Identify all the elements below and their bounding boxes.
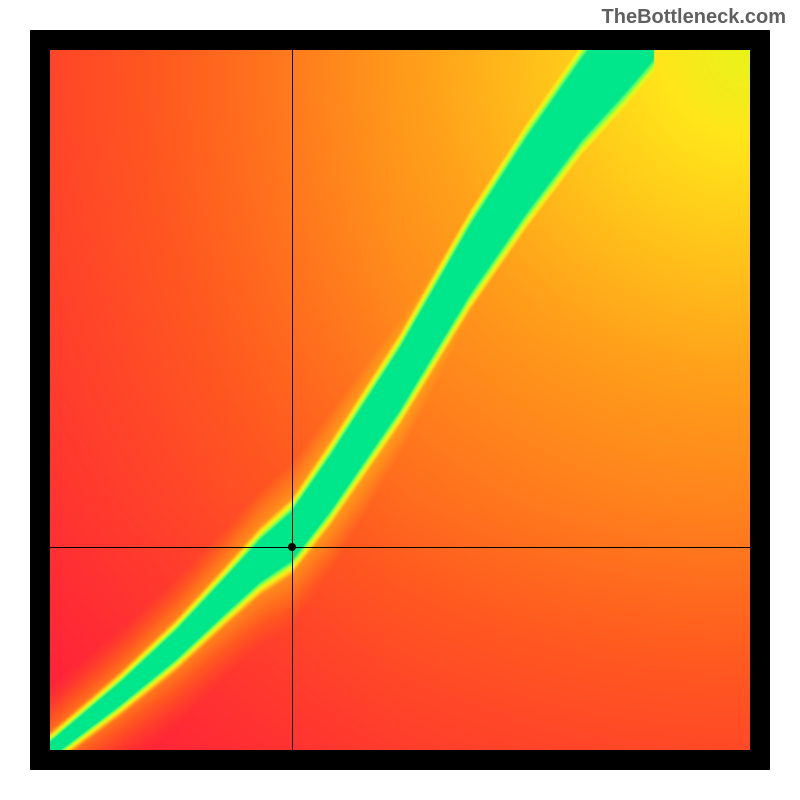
crosshair-horizontal [50,547,750,548]
chart-frame [30,30,770,770]
crosshair-dot [288,543,296,551]
watermark-text: TheBottleneck.com [602,6,786,29]
chart-container: TheBottleneck.com [0,0,800,800]
heatmap-canvas [50,50,750,750]
crosshair-vertical [292,50,293,750]
